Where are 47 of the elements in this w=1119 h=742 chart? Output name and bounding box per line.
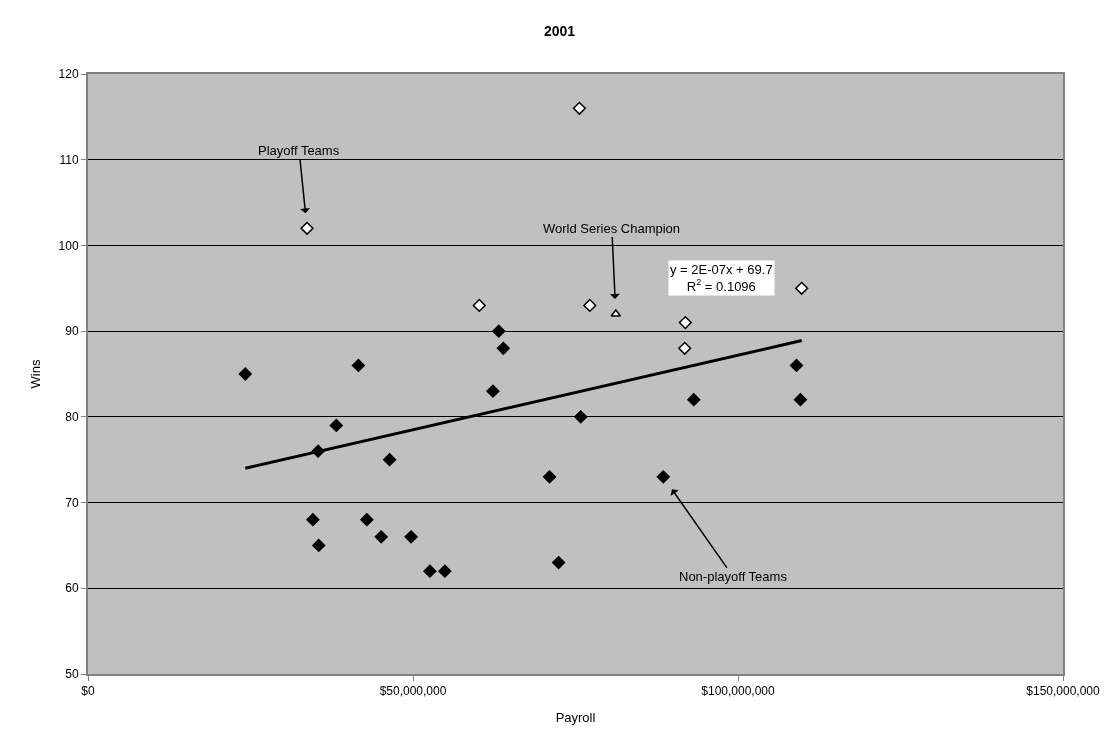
point	[496, 341, 510, 355]
point	[383, 453, 397, 467]
x-tick-label: $100,000,000	[701, 684, 776, 699]
chart-title: 2001	[543, 22, 576, 39]
annotation: World Series Champion	[543, 221, 681, 236]
point	[789, 358, 804, 373]
point	[472, 298, 486, 313]
point	[583, 298, 597, 313]
point	[300, 221, 314, 235]
point	[360, 513, 374, 527]
point	[492, 324, 506, 338]
y-tick-label: 60	[65, 581, 79, 596]
x-tick-label: $0	[81, 684, 95, 699]
annotation: Playoff Teams	[258, 143, 340, 158]
y-tick-label: 110	[59, 152, 79, 167]
point	[552, 555, 566, 570]
point	[438, 564, 452, 578]
y-tick-label: 120	[58, 67, 79, 82]
point	[574, 410, 588, 424]
y-tick-label: 70	[65, 495, 79, 510]
point	[312, 538, 326, 553]
point	[795, 281, 809, 295]
point	[678, 315, 692, 330]
point	[306, 513, 320, 527]
point	[329, 418, 343, 433]
point	[404, 530, 418, 544]
point	[238, 367, 252, 381]
x-axis-title: Payroll	[555, 709, 596, 725]
y-tick-label: 100	[58, 238, 79, 253]
x-tick-label: $50,000,000	[379, 684, 447, 699]
y-tick-label: 80	[65, 410, 79, 425]
point	[374, 530, 388, 544]
point	[793, 393, 807, 407]
point	[687, 393, 701, 407]
point	[486, 384, 500, 398]
y-axis-title: Wins	[28, 359, 44, 389]
x-tick-label: $150,000,000	[1026, 684, 1101, 699]
point	[572, 101, 586, 115]
point	[423, 564, 437, 578]
point	[542, 470, 557, 484]
y-tick-label: 50	[65, 667, 79, 682]
point	[351, 358, 365, 373]
point	[678, 341, 692, 355]
y-tick-label: 90	[65, 324, 79, 339]
annotation: Non-playoff Teams	[679, 569, 788, 584]
annotation: y = 2E-07x + 69.7 R$^{2}$ = 0.1096	[670, 262, 773, 294]
point	[656, 470, 670, 484]
